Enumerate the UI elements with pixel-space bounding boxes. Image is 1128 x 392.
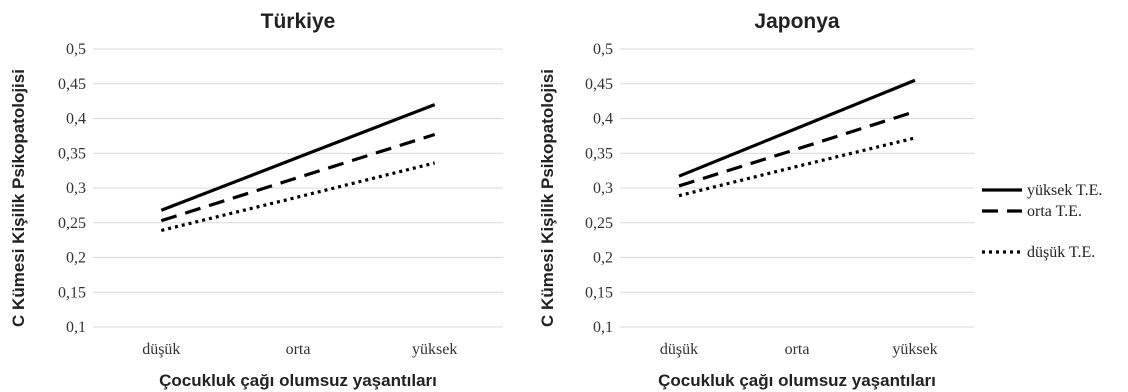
y-tick-label: 0,35 bbox=[58, 145, 86, 162]
chart-title-1: Japonya bbox=[754, 10, 840, 33]
chart-title-0: Türkiye bbox=[261, 10, 336, 33]
y-tick-label: 0,4 bbox=[66, 111, 86, 128]
y-tick-label: 0,2 bbox=[66, 250, 86, 267]
x-tick-label: orta bbox=[785, 341, 810, 358]
x-tick-label: düşük bbox=[660, 341, 698, 358]
series-line-solid-1 bbox=[678, 78, 916, 178]
y-tick-label: 0,3 bbox=[593, 180, 613, 197]
x-tick-label: yüksek bbox=[412, 341, 457, 358]
x-tick-label: orta bbox=[286, 341, 311, 358]
series-line-dashed-1 bbox=[678, 110, 916, 188]
y-tick-label: 0,5 bbox=[593, 41, 613, 58]
y-tick-label: 0,35 bbox=[585, 145, 613, 162]
series-line-solid-0 bbox=[160, 103, 436, 212]
legend-label-solid: yüksek T.E. bbox=[1027, 182, 1102, 199]
legend-label-dashed: orta T.E. bbox=[1027, 203, 1082, 220]
x-axis-title-1: Çocukluk çağı olumsuz yaşantıları bbox=[658, 371, 936, 390]
y-axis-title-0: C Kümesi Kişilik Psikopatolojisi bbox=[9, 69, 28, 327]
y-tick-label: 0,25 bbox=[58, 215, 86, 232]
x-tick-label: düşük bbox=[142, 341, 180, 358]
y-tick-label: 0,2 bbox=[593, 250, 613, 267]
y-tick-label: 0,25 bbox=[585, 215, 613, 232]
y-tick-label: 0,15 bbox=[58, 284, 86, 301]
series-line-dashed-0 bbox=[160, 132, 436, 223]
x-tick-label: yüksek bbox=[892, 341, 937, 358]
y-tick-label: 0,45 bbox=[585, 76, 613, 93]
y-tick-label: 0,3 bbox=[66, 180, 86, 197]
series-line-dotted-1 bbox=[678, 136, 916, 198]
y-axis-title-1: C Kümesi Kişilik Psikopatolojisi bbox=[538, 69, 557, 327]
y-tick-label: 0,1 bbox=[593, 319, 613, 336]
y-tick-label: 0,45 bbox=[58, 76, 86, 93]
legend-label-dotted: düşük T.E. bbox=[1027, 244, 1095, 261]
y-tick-label: 0,15 bbox=[585, 284, 613, 301]
y-tick-label: 0,5 bbox=[66, 41, 86, 58]
series-line-dotted-0 bbox=[160, 161, 436, 232]
y-tick-label: 0,1 bbox=[66, 319, 86, 336]
x-axis-title-0: Çocukluk çağı olumsuz yaşantıları bbox=[159, 371, 437, 390]
y-tick-label: 0,4 bbox=[593, 111, 613, 128]
